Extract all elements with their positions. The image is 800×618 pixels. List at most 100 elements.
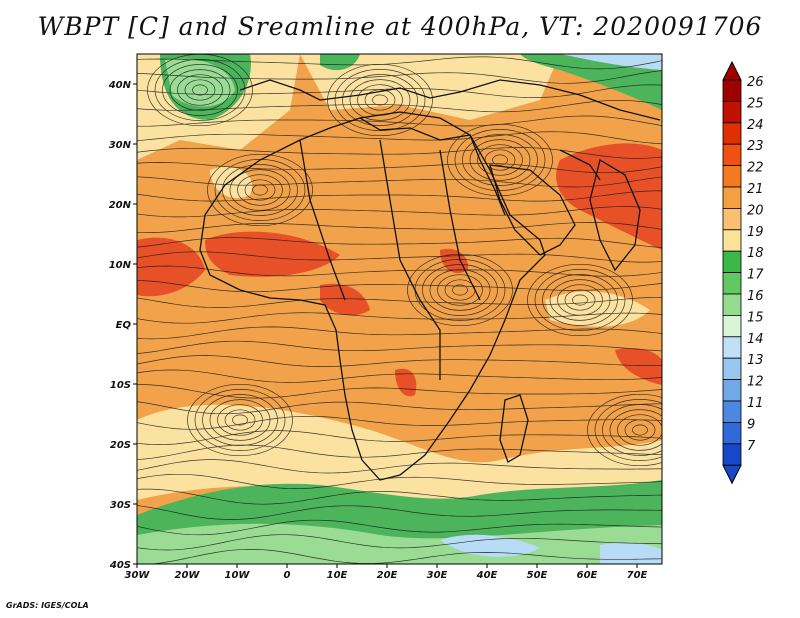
coastline (239, 79, 661, 121)
streamline-vortex (177, 74, 223, 106)
coastline (199, 111, 546, 481)
lon-label: 50E (527, 570, 548, 581)
map-frame (136, 53, 663, 565)
streamline-vortex (202, 394, 278, 446)
colorbar-label: 24 (747, 118, 764, 133)
coastline (499, 394, 529, 463)
colorbar-swatch (722, 186, 742, 209)
streamline-vortex (492, 154, 508, 166)
map-panel (137, 54, 662, 564)
streamline-vortex (209, 399, 271, 441)
colorbar-swatch (722, 293, 742, 316)
streamline (137, 176, 662, 188)
streamline (137, 296, 662, 308)
streamline-vortex (244, 179, 276, 201)
colorbar-swatch (722, 207, 742, 231)
streamline-vortex (232, 414, 248, 426)
colorbar-swatch (722, 165, 742, 188)
lat-label: 30N (109, 140, 132, 151)
lon-label: 0 (284, 570, 291, 581)
streamline-vortex (342, 74, 418, 126)
streamline-vortex (252, 184, 268, 196)
wbpt-region (615, 348, 662, 385)
streamline-vortex (207, 153, 313, 227)
wbpt-region (545, 291, 650, 327)
coastline (299, 139, 346, 301)
coastline (469, 134, 506, 216)
coastline (359, 117, 471, 141)
colorbar-swatch (722, 79, 742, 102)
coastlines (199, 79, 661, 481)
coastline (439, 149, 481, 301)
streamline-vortex (594, 399, 662, 461)
wbpt-region (137, 404, 662, 501)
colorbar-label: 14 (747, 332, 764, 347)
colorbar-swatch (722, 272, 742, 295)
streamline-vortex (557, 284, 603, 316)
wbpt-region (320, 54, 360, 71)
streamline-vortex (609, 409, 662, 451)
colorbar-label: 17 (747, 268, 764, 283)
lon-label: 30E (427, 570, 448, 581)
wbpt-region (556, 143, 662, 250)
coastline (589, 158, 641, 272)
streamline-vortex (602, 404, 662, 456)
streamline-vortex (542, 274, 618, 326)
streamline (137, 430, 662, 445)
colorbar-label: 12 (747, 375, 764, 390)
streamline-vortex (224, 409, 256, 431)
streamlines (137, 54, 662, 564)
colorbar-swatch (722, 400, 742, 423)
colorbar-label: 19 (747, 225, 764, 240)
streamline (137, 340, 662, 354)
wbpt-region (205, 231, 340, 277)
streamline-vortex (587, 393, 662, 467)
streamline-vortex (617, 414, 662, 446)
colorbar-swatch (722, 229, 742, 252)
colorbar-swatch (722, 443, 742, 466)
colorbar-label: 25 (747, 96, 764, 111)
streamline (137, 206, 662, 218)
colorbar-label: 21 (747, 182, 764, 197)
streamline-vortex (462, 134, 538, 186)
streamline (137, 147, 662, 159)
streamline-vortex (349, 79, 411, 121)
colorbar-label: 15 (747, 310, 764, 325)
wbpt-region (137, 523, 662, 564)
streamline-vortex (192, 84, 208, 96)
colorbar-label: 9 (747, 417, 755, 432)
lon-label: 30W (125, 570, 151, 581)
streamline (137, 280, 662, 293)
streamline-vortex (187, 383, 293, 457)
streamline-vortex (222, 164, 298, 216)
coastline (559, 149, 601, 181)
streamline-vortex (437, 274, 483, 306)
streamline-vortex (364, 89, 396, 111)
lat-label: 20S (110, 440, 131, 451)
colorbar-label: 22 (747, 161, 764, 176)
streamline (137, 237, 662, 248)
streamline-vortex (407, 253, 513, 327)
coastline (379, 139, 441, 380)
colorbar-swatch (722, 143, 742, 166)
lon-label: 60E (577, 570, 598, 581)
colorbar: 26 25 24 23 22 21 20 19 18 17 16 15 14 13 12 11 9 7 (722, 60, 764, 485)
streamline-vortex (549, 279, 611, 321)
colorbar-label: 26 (747, 75, 764, 90)
colorbar-bottom-arrow (722, 464, 742, 485)
colorbar-label: 11 (747, 396, 764, 411)
lon-label: 20W (175, 570, 201, 581)
coastline (489, 164, 576, 256)
wbpt-region (560, 54, 662, 70)
colorbar-label: 23 (747, 139, 764, 154)
lon-label: 70E (627, 570, 648, 581)
streamline-vortex (372, 94, 388, 106)
colorbar-swatch (722, 101, 742, 124)
streamline-vortex (422, 264, 498, 316)
wbpt-region (440, 248, 469, 274)
lon-label: 40E (476, 570, 498, 581)
streamline (137, 326, 662, 340)
colorbar-swatch (722, 122, 742, 145)
colorbar-label: 18 (747, 246, 764, 261)
